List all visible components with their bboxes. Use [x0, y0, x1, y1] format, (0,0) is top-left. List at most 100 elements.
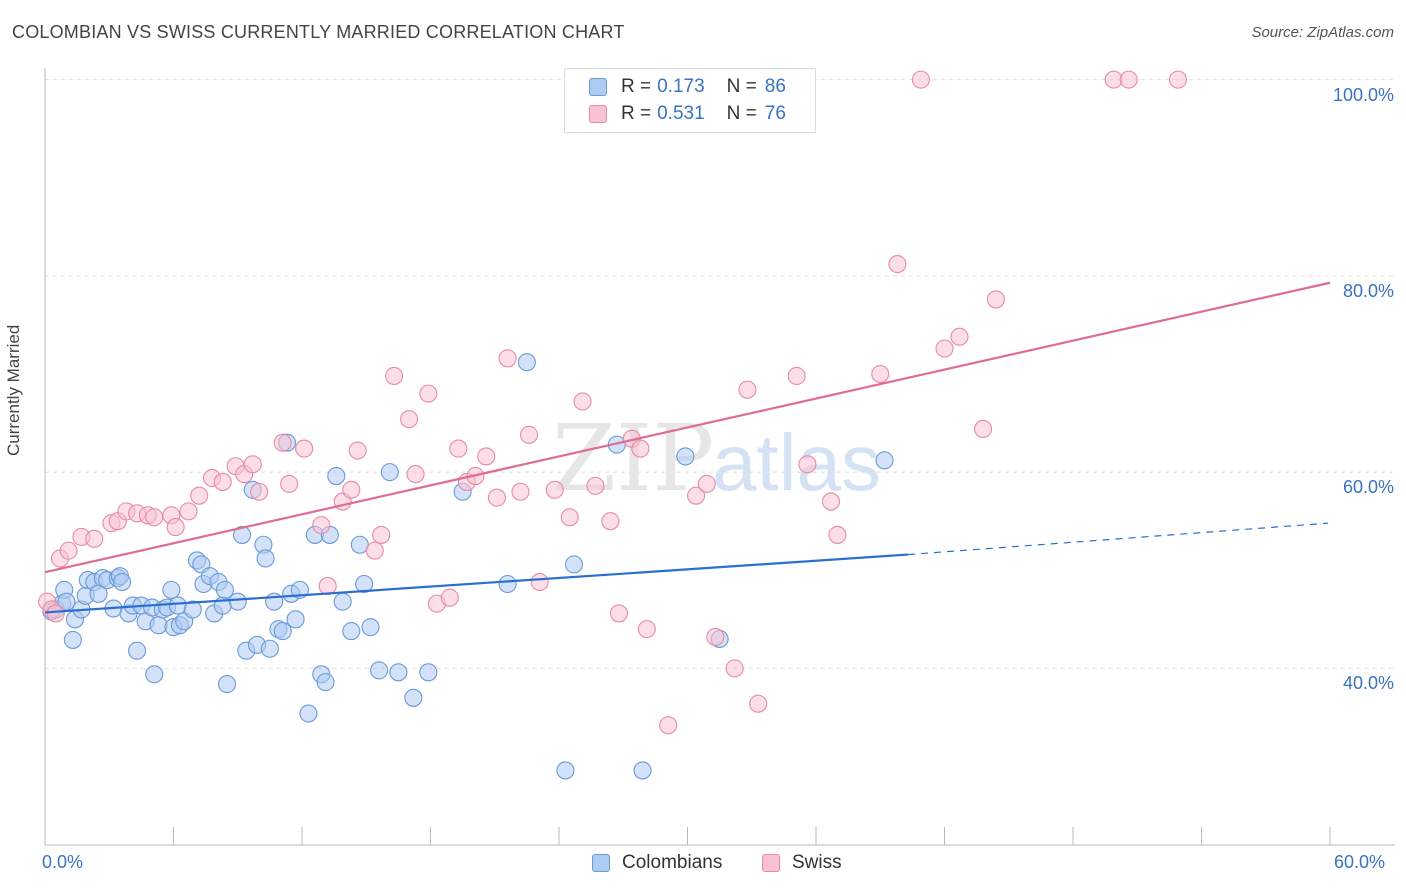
- y-tick-label: 100.0%: [1332, 84, 1394, 105]
- colombians-point: [273, 622, 292, 641]
- swiss-point: [348, 441, 367, 460]
- colombians-point: [63, 630, 82, 649]
- swiss-point: [1119, 70, 1138, 89]
- chart-title: COLOMBIAN VS SWISS CURRENTLY MARRIED COR…: [12, 22, 625, 42]
- colombians-point: [564, 555, 584, 574]
- colombians-point: [217, 675, 237, 694]
- colombians-point: [113, 572, 132, 592]
- swiss-point: [738, 380, 757, 399]
- swiss-point: [243, 455, 262, 474]
- swiss-point: [950, 327, 969, 346]
- colombians-point: [342, 622, 361, 641]
- colombians-point: [361, 618, 380, 637]
- swiss-point: [372, 525, 391, 544]
- legend-row-colombians: R = 0.173 N = 86: [589, 74, 786, 100]
- colombians-point: [333, 592, 352, 611]
- legend-swatch-pink: [589, 105, 607, 123]
- swiss-point: [145, 508, 164, 527]
- colombians-point: [517, 353, 536, 372]
- colombians-point: [389, 663, 408, 682]
- axes: [44, 68, 1395, 846]
- swiss-point: [365, 541, 384, 560]
- colombians-point: [316, 673, 335, 692]
- series-swatch-blue: [592, 854, 610, 872]
- legend-row-swiss: R = 0.531 N = 76: [589, 101, 786, 127]
- series-label-swiss: Swiss: [792, 852, 842, 873]
- colombians-point: [168, 596, 187, 615]
- swiss-point: [545, 480, 564, 499]
- swiss-point: [530, 572, 549, 592]
- gridlines: [45, 79, 1395, 669]
- swiss-point: [706, 627, 725, 647]
- legend-n-value: 76: [764, 103, 786, 124]
- swiss-point: [487, 488, 506, 507]
- colombians-point: [419, 663, 438, 682]
- swiss-point: [601, 512, 620, 531]
- series-legend-colombians: Colombians: [592, 852, 722, 874]
- colombians-point: [676, 447, 695, 466]
- swiss-point: [631, 439, 650, 458]
- trend-lines: [44, 281, 1331, 614]
- swiss-point: [477, 447, 496, 466]
- swiss-point: [449, 439, 468, 458]
- swiss-point: [586, 476, 605, 495]
- swiss-point: [871, 364, 890, 384]
- swiss-point: [911, 70, 930, 89]
- swiss-point: [637, 620, 656, 639]
- x-tick-label-max: 60.0%: [1334, 852, 1386, 872]
- source-note: Source: ZipAtlas.com: [1251, 24, 1394, 41]
- colombians-point: [299, 704, 318, 723]
- y-axis-label: Currently Married: [4, 324, 23, 456]
- swiss-point: [560, 508, 579, 527]
- swiss-point: [986, 290, 1005, 309]
- swiss-point: [59, 541, 78, 560]
- watermark-atlas: atlas: [712, 418, 881, 507]
- swiss-point: [511, 482, 530, 501]
- x-tick-label-min: 0.0%: [42, 852, 84, 872]
- colombians-trend-line: [44, 553, 909, 614]
- swiss-point: [749, 694, 768, 713]
- colombians-point: [145, 665, 164, 684]
- colombians-point: [215, 580, 234, 599]
- colombians-point: [286, 610, 305, 629]
- swiss-point: [573, 392, 592, 411]
- series-legend-swiss: Swiss: [762, 852, 842, 874]
- swiss-point: [295, 439, 314, 458]
- y-tick-label: 80.0%: [1342, 280, 1394, 301]
- colombians-point: [875, 451, 894, 470]
- colombians-point: [183, 600, 202, 619]
- swiss-point: [312, 516, 331, 535]
- swiss-point: [787, 366, 806, 386]
- colombians-point: [256, 549, 275, 568]
- series-label-colombians: Colombians: [622, 852, 723, 873]
- swiss-points: [38, 70, 1187, 735]
- swiss-point: [697, 474, 716, 493]
- swiss-point: [400, 410, 419, 429]
- y-tick-label: 60.0%: [1342, 477, 1394, 498]
- legend-r-label: R =: [621, 76, 652, 97]
- swiss-point: [85, 529, 104, 548]
- swiss-point: [406, 465, 425, 484]
- swiss-point: [935, 339, 954, 358]
- swiss-point: [250, 482, 269, 501]
- colombians-point: [355, 574, 374, 594]
- colombians-point: [232, 525, 252, 544]
- legend-swatch-blue: [589, 78, 607, 96]
- colombians-trend-extension: [908, 522, 1328, 556]
- legend-r-label: R =: [621, 103, 652, 124]
- swiss-point: [385, 366, 404, 386]
- swiss-point: [687, 486, 706, 505]
- swiss-point: [190, 486, 209, 505]
- swiss-point: [318, 576, 337, 596]
- swiss-point: [342, 480, 361, 499]
- swiss-point: [280, 474, 299, 493]
- swiss-trend-line: [44, 281, 1331, 574]
- legend-r-value: 0.173: [657, 76, 705, 97]
- series-swatch-pink: [762, 854, 780, 872]
- swiss-point: [213, 472, 232, 491]
- swiss-point: [166, 518, 185, 537]
- colombians-point: [404, 688, 423, 707]
- swiss-point: [609, 604, 629, 623]
- colombians-point: [162, 580, 181, 599]
